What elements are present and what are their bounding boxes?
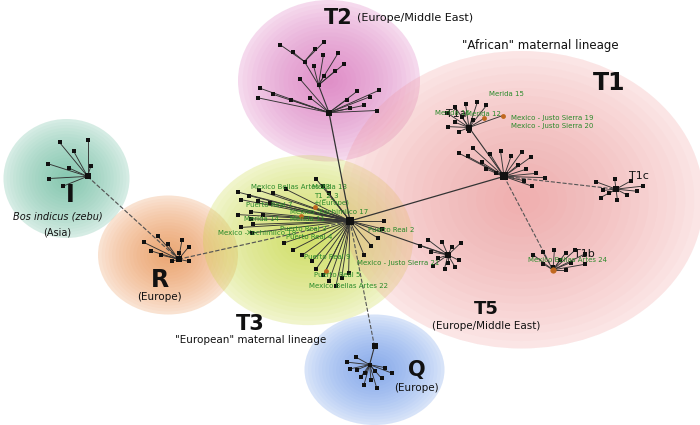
Text: (Europe/Middle East): (Europe/Middle East) bbox=[357, 13, 473, 23]
Text: "European" maternal lineage: "European" maternal lineage bbox=[175, 335, 326, 345]
Text: Merida 12: Merida 12 bbox=[466, 111, 500, 117]
Text: Merida 16: Merida 16 bbox=[435, 110, 470, 116]
Ellipse shape bbox=[304, 314, 444, 425]
Text: Q: Q bbox=[407, 360, 426, 380]
Text: Mexico Bellas Artes 24: Mexico Bellas Artes 24 bbox=[528, 257, 608, 263]
Text: Bos indicus (zebu): Bos indicus (zebu) bbox=[13, 212, 102, 222]
Ellipse shape bbox=[238, 0, 420, 162]
Text: T1: T1 bbox=[593, 71, 625, 95]
Text: T1c: T1c bbox=[629, 171, 648, 181]
Text: Merida 11: Merida 11 bbox=[290, 216, 326, 222]
Text: (Asia): (Asia) bbox=[43, 228, 71, 238]
Text: T1_2_3: T1_2_3 bbox=[314, 192, 338, 199]
Text: (Europe/Middle East): (Europe/Middle East) bbox=[433, 321, 540, 332]
Text: Puerto Real 4: Puerto Real 4 bbox=[286, 234, 332, 240]
Text: T1a: T1a bbox=[446, 109, 467, 119]
Text: Merida 14: Merida 14 bbox=[244, 216, 279, 222]
Text: Mexico Bellas Artes 22: Mexico Bellas Artes 22 bbox=[309, 283, 388, 289]
Text: Mexico -Xochimilco 18: Mexico -Xochimilco 18 bbox=[218, 230, 297, 236]
Text: "African" maternal lineage: "African" maternal lineage bbox=[462, 40, 619, 52]
Text: R: R bbox=[150, 268, 169, 292]
Text: T5: T5 bbox=[474, 300, 499, 318]
Text: Merida 13: Merida 13 bbox=[312, 184, 346, 190]
Text: T3: T3 bbox=[236, 314, 265, 334]
Text: +(Europe): +(Europe) bbox=[314, 199, 349, 206]
Text: (Europe): (Europe) bbox=[137, 292, 182, 303]
Text: Puerto Real 9: Puerto Real 9 bbox=[304, 254, 351, 260]
Text: Puerto Real 2: Puerto Real 2 bbox=[368, 227, 414, 233]
Text: Mexico - Justo Sierra 21: Mexico - Justo Sierra 21 bbox=[357, 260, 440, 266]
Text: T1b: T1b bbox=[574, 249, 595, 259]
Text: Mexico - Justo Sierra 19: Mexico - Justo Sierra 19 bbox=[511, 115, 594, 121]
Ellipse shape bbox=[203, 155, 413, 325]
Text: Mexico -Xochimilco 17: Mexico -Xochimilco 17 bbox=[290, 209, 369, 215]
Text: Merida 15: Merida 15 bbox=[489, 91, 524, 97]
Ellipse shape bbox=[340, 51, 700, 348]
Text: Mexico Bellas Artes 23: Mexico Bellas Artes 23 bbox=[251, 184, 330, 190]
Text: (Europe): (Europe) bbox=[394, 382, 439, 393]
Text: Puerto Real 5: Puerto Real 5 bbox=[314, 272, 360, 278]
Text: Puerto Real 7: Puerto Real 7 bbox=[246, 202, 293, 208]
Ellipse shape bbox=[98, 196, 238, 314]
Ellipse shape bbox=[4, 119, 130, 238]
Text: Puerto Real 3: Puerto Real 3 bbox=[280, 226, 326, 232]
Text: T2: T2 bbox=[323, 8, 352, 28]
Text: I: I bbox=[66, 183, 74, 207]
Text: Mexico - Justo Sierra 20: Mexico - Justo Sierra 20 bbox=[511, 123, 594, 129]
